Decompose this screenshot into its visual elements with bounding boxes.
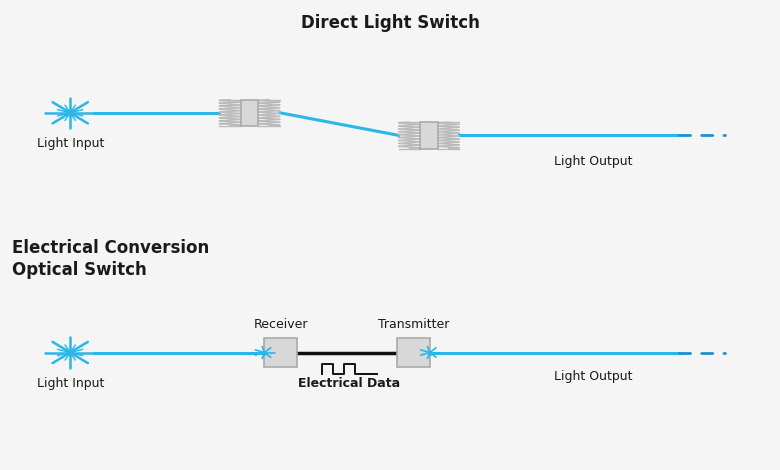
Text: Direct Light Switch: Direct Light Switch [300, 15, 480, 32]
Text: Light Output: Light Output [554, 155, 632, 168]
Text: Electrical Conversion: Electrical Conversion [12, 239, 209, 257]
Text: Light Output: Light Output [554, 370, 632, 384]
Text: Optical Switch: Optical Switch [12, 261, 147, 279]
Text: Receiver: Receiver [254, 318, 308, 331]
Bar [241, 100, 258, 126]
Text: Transmitter: Transmitter [378, 318, 449, 331]
Text: Light Input: Light Input [37, 377, 104, 390]
Bar [420, 122, 438, 149]
Text: Light Input: Light Input [37, 137, 104, 150]
Text: Electrical Data: Electrical Data [299, 377, 400, 391]
Bar [264, 338, 297, 367]
Bar [397, 338, 430, 367]
